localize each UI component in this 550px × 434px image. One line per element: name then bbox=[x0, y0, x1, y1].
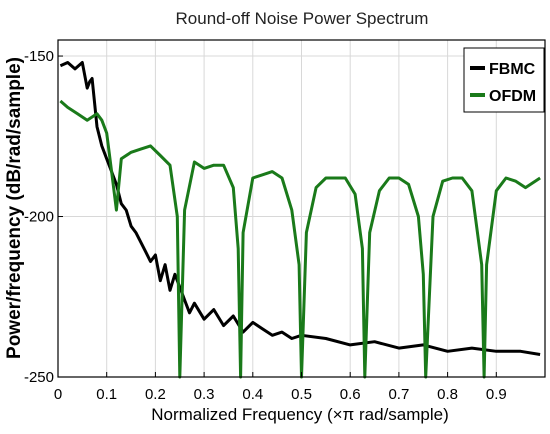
x-tick-label: 0.7 bbox=[388, 386, 409, 403]
x-tick-label: 0.4 bbox=[242, 386, 263, 403]
x-tick-label: 0.5 bbox=[291, 386, 312, 403]
series-line-ofdm bbox=[59, 99, 541, 379]
x-axis-label: Normalized Frequency (×π rad/sample) bbox=[151, 405, 449, 424]
x-tick-label: 0.6 bbox=[340, 386, 361, 403]
legend: FBMC OFDM bbox=[463, 47, 545, 113]
legend-box bbox=[463, 47, 545, 113]
x-tick-label: 0.8 bbox=[437, 386, 458, 403]
x-tick-label: 0.3 bbox=[194, 386, 215, 403]
chart-title: Round-off Noise Power Spectrum bbox=[176, 9, 429, 28]
x-tick-label: 0.1 bbox=[96, 386, 117, 403]
y-axis-ticks: -150 -200 -250 bbox=[24, 48, 63, 386]
plot-series bbox=[59, 61, 541, 379]
y-tick-label: -150 bbox=[24, 48, 54, 65]
y-tick-label: -250 bbox=[24, 369, 54, 386]
x-tick-label: 0.2 bbox=[145, 386, 166, 403]
legend-label-ofdm: OFDM bbox=[489, 88, 536, 105]
y-tick-label: -200 bbox=[24, 209, 54, 226]
legend-label-fbmc: FBMC bbox=[489, 61, 536, 78]
x-axis-ticks: 0 0.1 0.2 0.3 0.4 0.5 0.6 0.7 0.8 0.9 bbox=[54, 372, 507, 403]
y-axis-label: Power/frequency (dB/rad/sample) bbox=[4, 57, 25, 359]
x-tick-label: 0 bbox=[54, 386, 62, 403]
x-tick-label: 0.9 bbox=[486, 386, 507, 403]
